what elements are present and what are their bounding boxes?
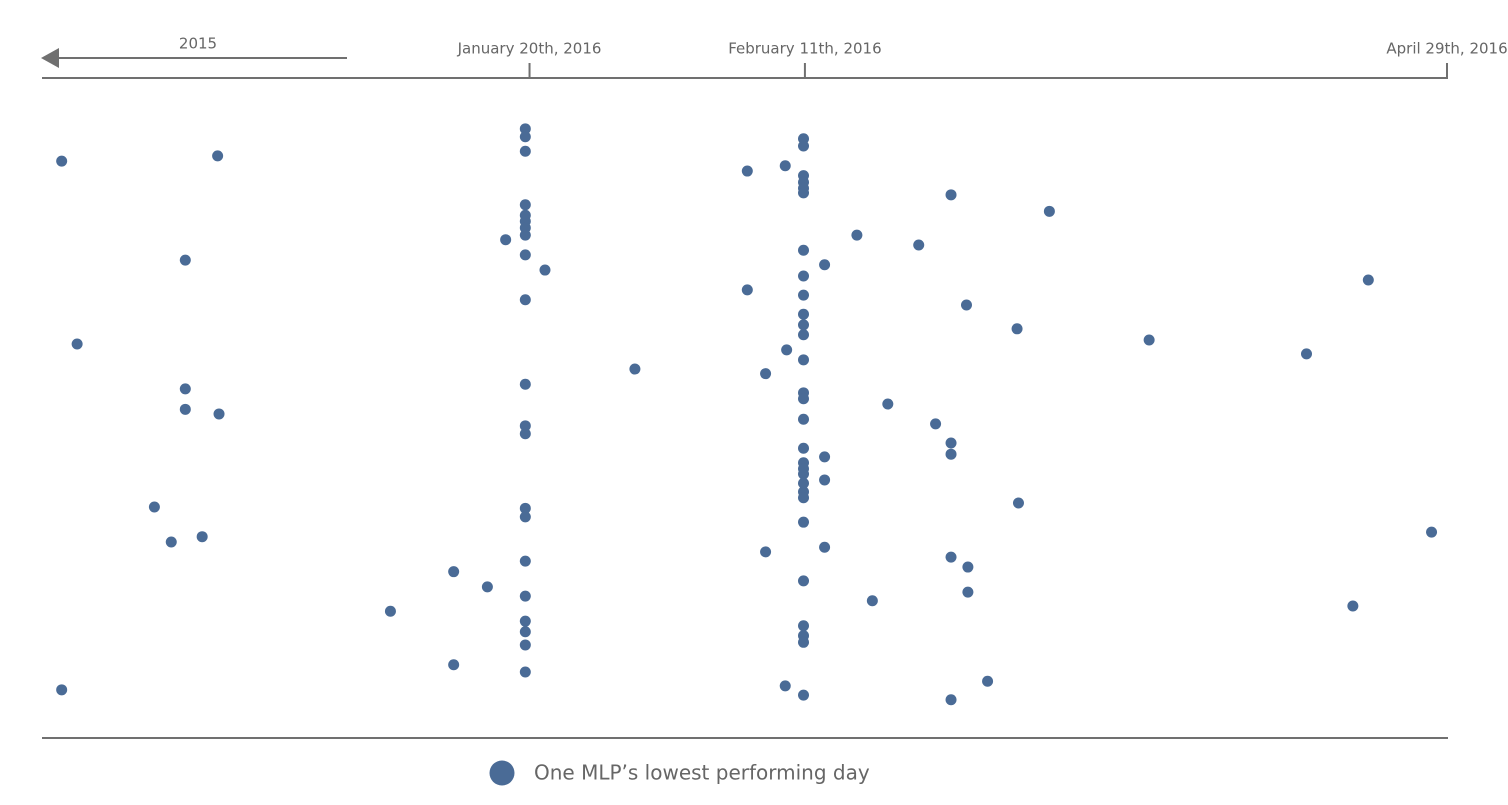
point xyxy=(779,680,791,692)
point xyxy=(945,551,957,563)
point xyxy=(798,575,810,587)
point xyxy=(741,284,753,296)
legend-label: One MLP’s lowest performing day xyxy=(534,761,870,785)
arrow-head xyxy=(41,48,59,68)
point xyxy=(798,187,810,199)
point xyxy=(930,418,942,430)
point xyxy=(913,239,925,251)
point xyxy=(798,468,810,480)
point xyxy=(1011,323,1023,335)
point xyxy=(519,294,531,306)
point xyxy=(945,694,957,706)
point xyxy=(798,354,810,366)
point xyxy=(798,329,810,341)
x-tick-label: April 29th, 2016 xyxy=(1386,40,1507,58)
point xyxy=(629,363,641,375)
point xyxy=(798,140,810,152)
point xyxy=(448,566,460,578)
point xyxy=(798,319,810,331)
legend-marker xyxy=(489,760,515,786)
point xyxy=(798,413,810,425)
point xyxy=(945,189,957,201)
point xyxy=(1012,497,1024,509)
point xyxy=(179,254,191,266)
point xyxy=(179,383,191,395)
point xyxy=(519,626,531,638)
point xyxy=(982,675,994,687)
point xyxy=(519,502,531,514)
point xyxy=(882,398,894,410)
point xyxy=(819,474,831,486)
point xyxy=(56,155,68,167)
point xyxy=(945,448,957,460)
point xyxy=(448,659,460,671)
point xyxy=(519,428,531,440)
point xyxy=(1301,348,1312,360)
point xyxy=(798,492,810,504)
point xyxy=(798,393,810,405)
point xyxy=(56,684,68,696)
point xyxy=(798,308,810,320)
point xyxy=(519,145,531,157)
point xyxy=(519,615,531,627)
point xyxy=(819,451,831,463)
point xyxy=(1426,526,1438,538)
annotation: 2015 xyxy=(179,35,217,53)
point xyxy=(962,561,974,573)
point xyxy=(960,299,972,311)
point xyxy=(481,581,493,593)
point xyxy=(196,531,208,543)
point xyxy=(179,403,191,415)
point xyxy=(519,420,531,432)
point xyxy=(519,199,531,211)
point xyxy=(148,501,160,513)
point xyxy=(539,264,551,276)
point xyxy=(519,123,531,135)
point xyxy=(1362,274,1374,286)
x-tick-label: January 20th, 2016 xyxy=(457,40,602,58)
point xyxy=(519,378,531,390)
point xyxy=(798,477,810,489)
point xyxy=(851,229,863,241)
point xyxy=(1143,334,1155,346)
point xyxy=(519,639,531,651)
point xyxy=(760,546,772,558)
point xyxy=(519,131,531,143)
point xyxy=(741,165,753,177)
point xyxy=(213,408,225,420)
point xyxy=(798,244,810,256)
point xyxy=(866,595,878,607)
point xyxy=(500,234,512,246)
point xyxy=(519,555,531,567)
point xyxy=(519,511,531,523)
point xyxy=(165,536,177,548)
x-tick-label: February 11th, 2016 xyxy=(728,40,881,58)
point xyxy=(1347,600,1359,612)
point xyxy=(798,689,810,701)
point xyxy=(760,368,772,380)
point xyxy=(798,516,810,528)
point xyxy=(519,249,531,261)
point xyxy=(819,259,831,271)
point xyxy=(519,229,531,241)
point xyxy=(384,605,396,617)
point xyxy=(798,289,810,301)
point xyxy=(962,586,974,598)
point xyxy=(781,344,793,356)
point xyxy=(519,590,531,602)
point xyxy=(519,666,531,678)
point xyxy=(798,270,810,282)
point xyxy=(798,442,810,454)
point xyxy=(1043,205,1055,217)
point xyxy=(798,636,810,648)
point xyxy=(945,437,957,449)
point xyxy=(212,150,224,162)
point xyxy=(779,160,791,172)
point xyxy=(71,338,83,350)
point xyxy=(819,541,831,553)
point xyxy=(798,620,810,632)
